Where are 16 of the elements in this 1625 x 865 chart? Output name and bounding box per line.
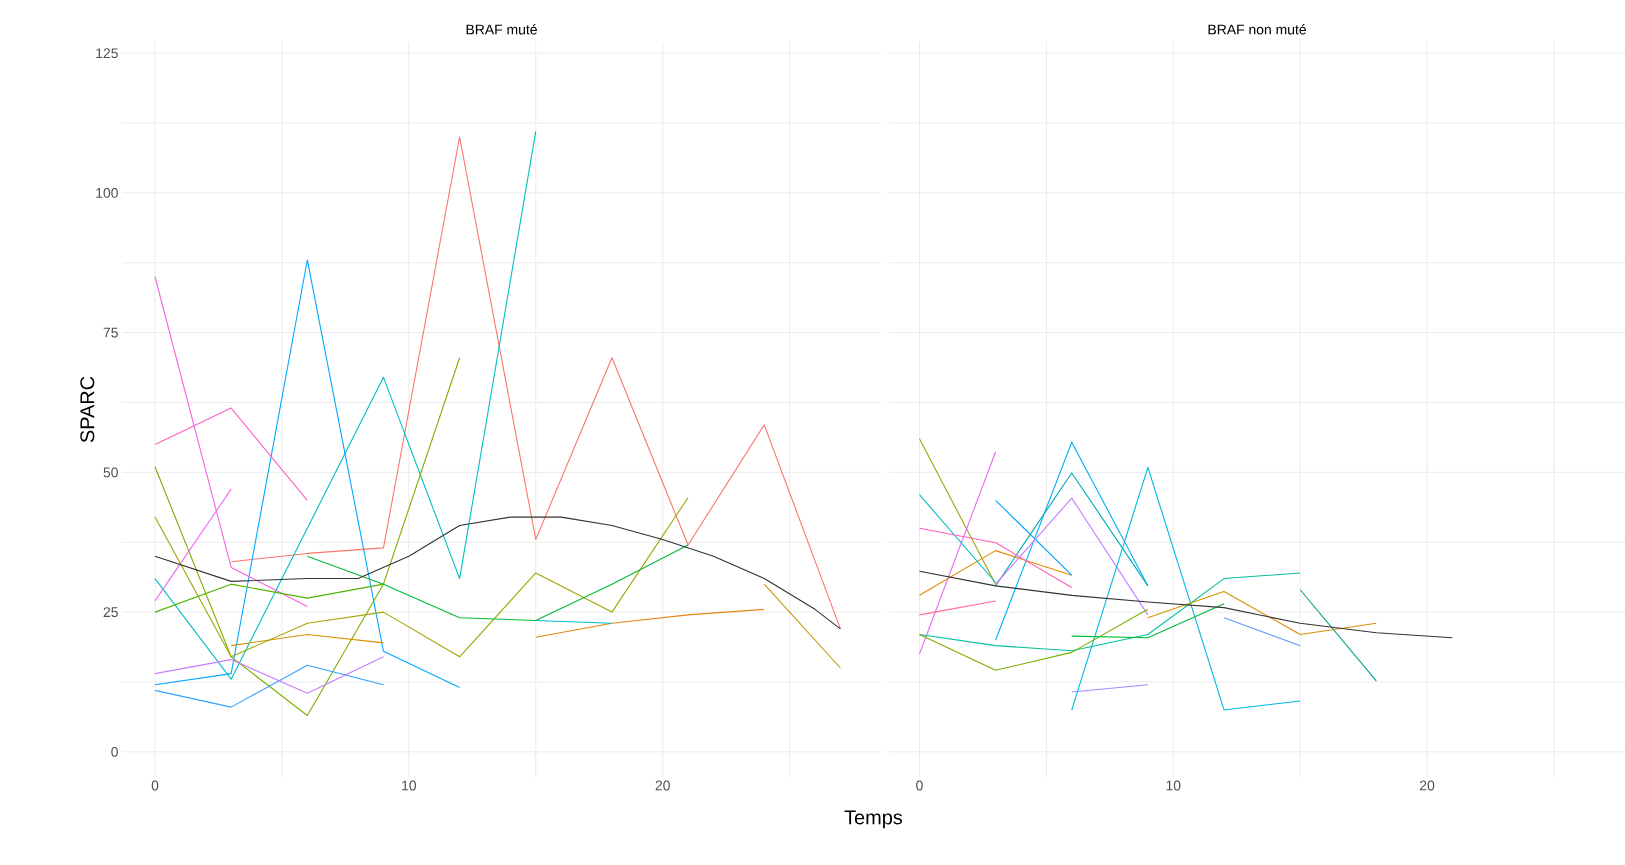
y-tick-label: 100 [96,187,118,198]
y-tick-label: 75 [103,327,118,338]
chart-title: BRAF non muté [1208,24,1306,35]
x-tick-label: 0 [916,780,923,791]
x-tick-label: 20 [1420,780,1435,791]
x-tick-label: 10 [1166,780,1181,791]
x-tick-label: 10 [402,780,417,791]
y-axis-title: SPARC [80,376,95,443]
chart-title: BRAF muté [466,24,537,35]
x-tick-label: 20 [655,780,670,791]
y-tick-label: 125 [96,48,118,59]
y-tick-label: 0 [111,746,118,757]
y-tick-label: 25 [103,607,118,618]
y-tick-label: 50 [103,467,118,478]
x-tick-label: 0 [151,780,159,791]
x-axis-title: Temps [844,810,903,829]
